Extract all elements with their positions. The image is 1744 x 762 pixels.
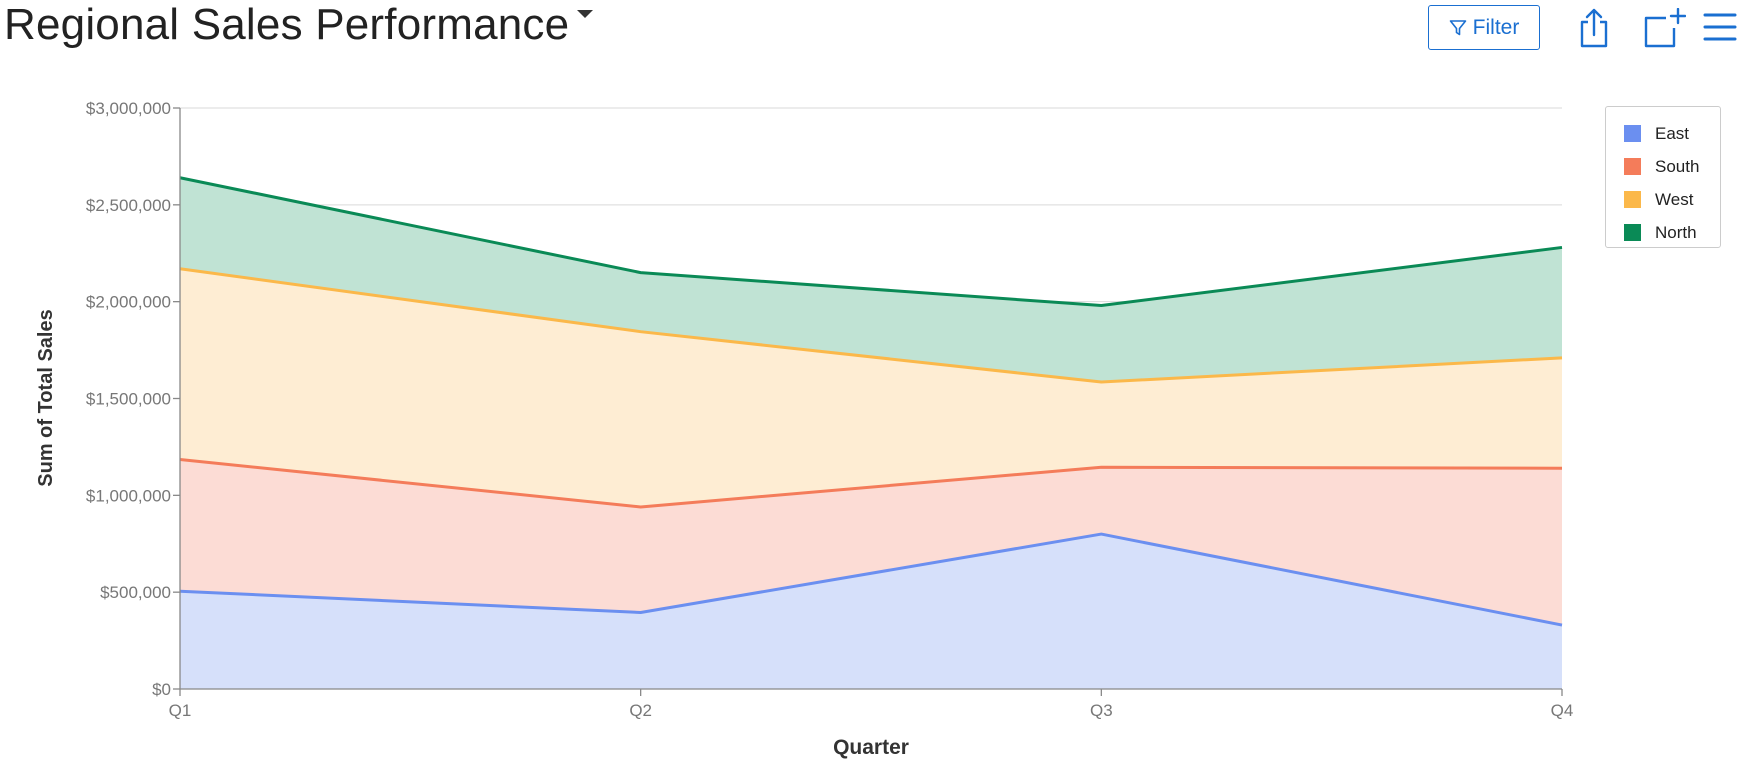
legend-swatch-north	[1624, 224, 1641, 241]
y-tick-label: $3,000,000	[86, 99, 171, 118]
y-tick-label: $2,000,000	[86, 293, 171, 312]
area-north	[180, 177, 1562, 383]
y-tick-label: $2,500,000	[86, 196, 171, 215]
title-area: Regional Sales Performance	[4, 0, 594, 50]
legend-swatch-west	[1624, 191, 1641, 208]
legend-item-south[interactable]: South	[1624, 150, 1720, 183]
line-east	[179, 532, 1563, 627]
x-tick-label: Q1	[169, 701, 192, 720]
area-south	[180, 459, 1562, 626]
y-tick-label: $500,000	[100, 583, 171, 602]
legend-item-west[interactable]: West	[1624, 183, 1720, 216]
area-west	[180, 268, 1562, 507]
filter-button-label: Filter	[1472, 15, 1520, 39]
area-east	[180, 534, 1562, 689]
legend-label: North	[1655, 222, 1697, 242]
legend-item-north[interactable]: North	[1624, 216, 1720, 249]
y-tick-label: $1,500,000	[86, 390, 171, 409]
title-dropdown-caret-icon[interactable]	[577, 10, 594, 18]
page-title[interactable]: Regional Sales Performance	[4, 0, 570, 49]
x-tick-label: Q2	[629, 701, 652, 720]
y-tick-label: $0	[152, 680, 171, 699]
line-north	[179, 176, 1563, 308]
y-axis-title: Sum of Total Sales	[35, 309, 57, 486]
line-south	[179, 458, 1563, 509]
x-tick-label: Q3	[1090, 701, 1113, 720]
filter-button[interactable]: Filter	[1428, 5, 1540, 50]
chart-legend: East South West North	[1605, 106, 1721, 248]
line-west	[179, 267, 1563, 384]
legend-swatch-east	[1624, 125, 1641, 142]
y-tick-label: $1,000,000	[86, 486, 171, 505]
legend-label: East	[1655, 123, 1690, 143]
x-tick-label: Q4	[1551, 701, 1574, 720]
menu-icon[interactable]	[1703, 10, 1737, 44]
legend-label: West	[1655, 189, 1694, 209]
add-to-dashboard-icon[interactable]	[1642, 8, 1686, 48]
legend-item-east[interactable]: East	[1624, 117, 1720, 150]
legend-label: South	[1655, 156, 1700, 176]
share-icon[interactable]	[1577, 8, 1611, 48]
filter-icon	[1449, 19, 1466, 35]
x-axis-title: Quarter	[833, 736, 909, 759]
legend-swatch-south	[1624, 158, 1641, 175]
